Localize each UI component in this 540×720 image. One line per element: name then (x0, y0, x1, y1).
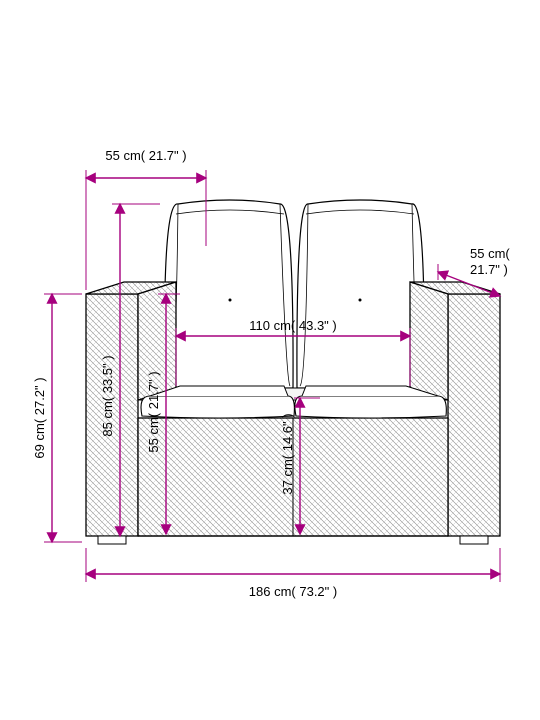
back-cushion-left (165, 200, 294, 388)
back-cushion-right (297, 200, 424, 388)
dim-inner-height: 55 cm( 21.7" ) (146, 371, 161, 452)
dim-seat-floor-a: 37 cm( 14.6" ) (280, 413, 295, 494)
dim-bottom-width: 186 cm( 73.2" ) (249, 584, 337, 599)
sofa-dimension-diagram: 55 cm( 21.7" ) 110 cm( 43.3" ) 55 cm( 21… (0, 0, 540, 720)
dim-right-depth-b: 21.7" ) (470, 262, 508, 277)
dim-top-width: 55 cm( 21.7" ) (105, 148, 186, 163)
dim-left-outer: 69 cm( 27.2" ) (32, 377, 47, 458)
dim-right-depth-a: 55 cm( (470, 246, 510, 261)
dim-seat-width: 110 cm( 43.3" ) (249, 318, 336, 333)
dim-back-height: 85 cm( 33.5" ) (100, 355, 115, 436)
